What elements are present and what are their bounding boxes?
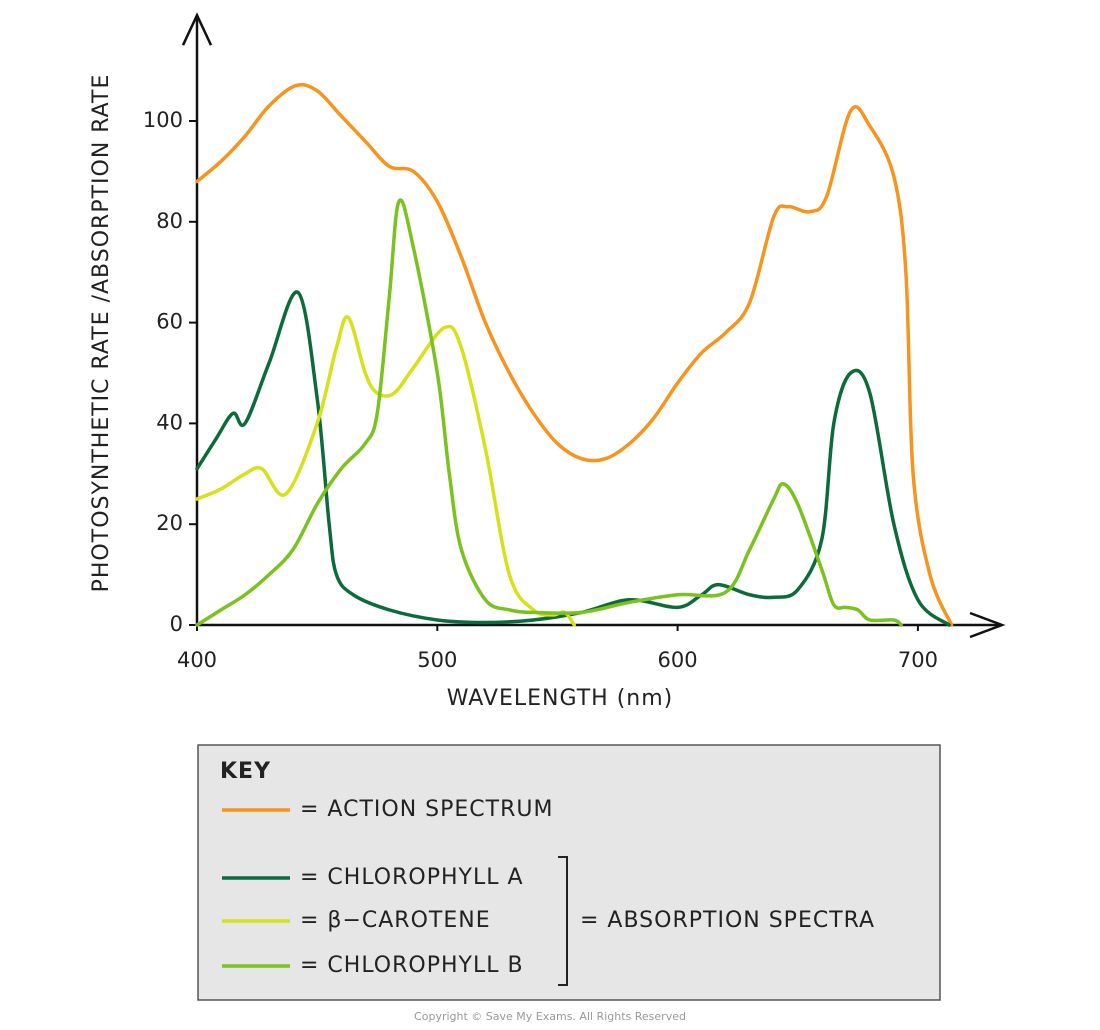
y-tick-label: 100 — [143, 108, 183, 132]
x-axis-title: WAVELENGTH (nm) — [447, 686, 674, 711]
series-line — [195, 82, 954, 627]
legend-label: = β−CAROTENE — [300, 908, 491, 933]
series-line — [195, 198, 903, 627]
legend-bracket — [558, 856, 568, 986]
x-tick-label: 700 — [898, 648, 938, 672]
y-axis-arrow — [181, 12, 213, 46]
legend-label: = CHLOROPHYLL B — [300, 953, 524, 978]
x-axis-arrow — [969, 611, 1006, 639]
legend-group-label: = ABSORPTION SPECTRA — [580, 908, 875, 933]
y-axis-title: PHOTOSYNTHETIC RATE /ABSORPTION RATE — [89, 74, 114, 593]
y-tick-label: 0 — [170, 612, 183, 636]
legend-title: KEY — [220, 759, 271, 784]
copyright: Copyright © Save My Exams. All Rights Re… — [414, 1010, 686, 1023]
series-line — [195, 290, 951, 627]
y-tick-label: 60 — [156, 310, 183, 334]
y-tick-label: 80 — [156, 209, 183, 233]
legend-box — [197, 744, 941, 1001]
x-tick-label: 600 — [658, 648, 698, 672]
x-tick-label: 500 — [417, 648, 457, 672]
legend-label: = ACTION SPECTRUM — [300, 797, 553, 822]
y-tick-label: 40 — [156, 410, 183, 434]
legend-label: = CHLOROPHYLL A — [300, 865, 524, 890]
y-tick-label: 20 — [156, 511, 183, 535]
x-tick-label: 400 — [177, 648, 217, 672]
series-line — [195, 315, 577, 627]
